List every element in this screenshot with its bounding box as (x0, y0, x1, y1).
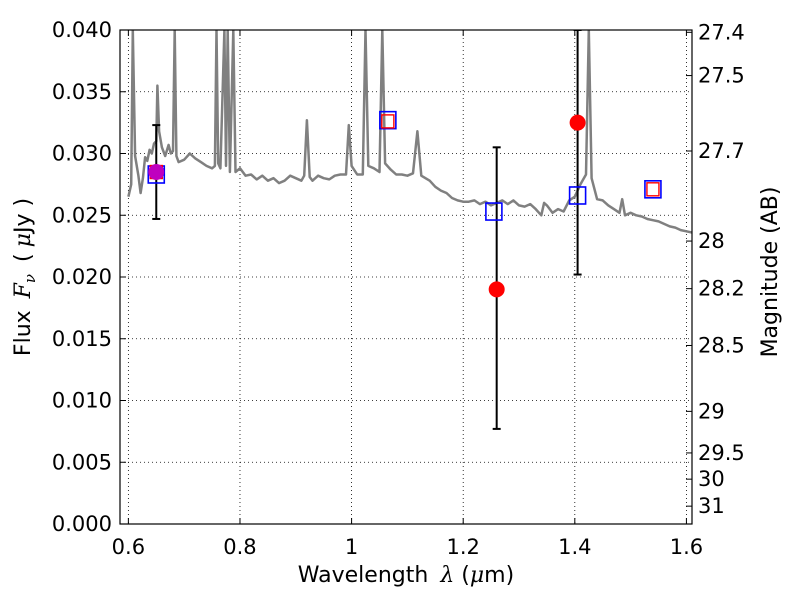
data-point-circle (488, 281, 505, 298)
y-tick-label: 0.030 (52, 142, 112, 166)
axes-frame (119, 29, 693, 525)
right-tick-labels: 27.4 27.5 27.7 28 28.2 28.5 29 29.530 31 (698, 20, 745, 518)
right-tick-label: 28.5 (698, 333, 745, 357)
right-tick-label: 27.7 (698, 139, 745, 163)
y-tick-label: 0.010 (52, 389, 112, 413)
right-tick-label: 29.5 (698, 441, 745, 465)
y-tick-label: 0.025 (52, 203, 112, 227)
y-tick-label: 0.040 (52, 18, 112, 42)
blue-square-marker (485, 202, 503, 221)
axes-border (119, 29, 693, 525)
x-tick-labels: 0.6 0.8 1 1.2 1.4 1.6 (112, 535, 703, 559)
right-tick-label: 28 (698, 229, 725, 253)
y-tick-label: 0.015 (52, 327, 112, 351)
data-point-circle (569, 114, 586, 131)
y-tick-label: 0.020 (52, 265, 112, 289)
grid (120, 29, 692, 525)
x-tick-label: 1.4 (558, 535, 591, 559)
y-tick-label: 0.035 (52, 80, 112, 104)
right-tick-label: 30 (698, 467, 725, 491)
right-tick-label: 27.5 (698, 64, 745, 88)
tick-marks (120, 29, 692, 525)
x-tick-label: 0.6 (112, 535, 145, 559)
x-tick-label: 1.6 (670, 535, 703, 559)
x-tick-label: 1 (345, 535, 358, 559)
red-square-marker (646, 182, 660, 197)
model-spectrum-line (127, 30, 692, 234)
plot-area (127, 30, 692, 430)
y-tick-label: 0.005 (52, 450, 112, 474)
blue-square-marker (379, 110, 397, 130)
right-tick-label: 28.2 (698, 277, 745, 301)
right-tick-label: 31 (698, 494, 725, 518)
y-axis-label: FluxFν(μJy ) (11, 198, 39, 356)
y-tick-label: 0.000 (52, 512, 112, 536)
data-point-circle (148, 164, 165, 181)
red-square-marker (381, 114, 395, 129)
x-axis-label: Wavelength λ (μm) (298, 563, 514, 588)
blue-square-marker (644, 180, 662, 199)
blue-square-marker (568, 186, 587, 205)
x-tick-label: 0.8 (223, 535, 256, 559)
y-tick-labels: 0.000 0.005 0.010 0.015 0.020 0.025 0.030 0.035… (52, 18, 112, 536)
right-tick-label: 29 (698, 399, 725, 423)
right-axis-label: Magnitude (AB) (758, 187, 783, 358)
right-tick-label: 27.4 (698, 20, 745, 44)
markers (147, 110, 662, 298)
x-tick-label: 1.2 (446, 535, 479, 559)
